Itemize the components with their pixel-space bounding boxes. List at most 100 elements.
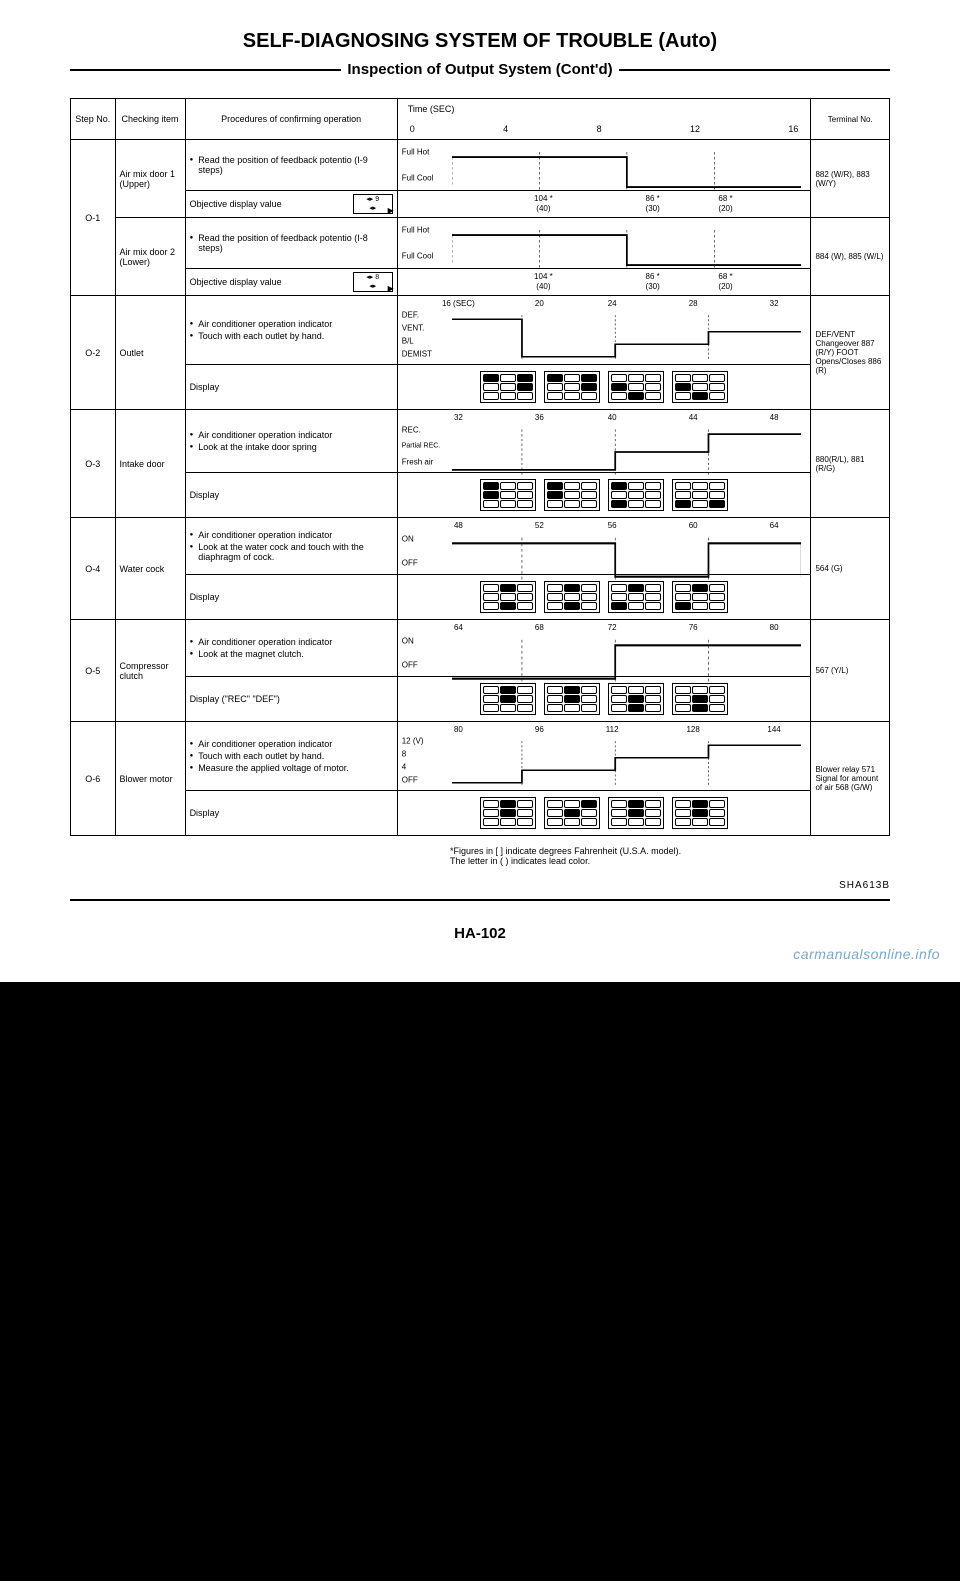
val: 52 — [535, 521, 544, 530]
segment — [483, 593, 499, 601]
segment — [709, 482, 725, 490]
val: 68 * — [718, 194, 732, 203]
segment — [547, 491, 563, 499]
segment — [547, 593, 563, 601]
segment — [675, 809, 691, 817]
segment — [517, 383, 533, 391]
segment — [675, 593, 691, 601]
segment — [692, 584, 708, 592]
terminal-no: 567 (Y/L) — [811, 620, 890, 722]
segment — [517, 809, 533, 817]
y-label: OFF — [402, 661, 418, 670]
segment — [611, 704, 627, 712]
segment — [675, 500, 691, 508]
segment — [517, 686, 533, 694]
procedure: Objective display value ◂▸ 8◂▸ — [185, 269, 397, 296]
segment — [483, 482, 499, 490]
segment — [692, 482, 708, 490]
segment — [581, 686, 597, 694]
segment — [500, 686, 516, 694]
val: 60 — [689, 521, 698, 530]
check-item: Intake door — [115, 410, 185, 518]
segment — [581, 374, 597, 382]
display-pattern — [672, 683, 728, 715]
proc-text: Air conditioner operation indicator — [198, 530, 332, 540]
segment — [628, 392, 644, 400]
segment — [483, 491, 499, 499]
procedure: Air conditioner operation indicator Touc… — [185, 722, 397, 791]
page: SELF-DIAGNOSING SYSTEM OF TROUBLE (Auto)… — [0, 0, 960, 982]
display-pattern — [608, 797, 664, 829]
display-pattern — [544, 479, 600, 511]
val: 20 — [535, 299, 544, 308]
tick: 16 — [788, 124, 798, 134]
step-no: O-6 — [71, 722, 116, 836]
proc-text: Air conditioner operation indicator — [198, 430, 332, 440]
display-cell — [397, 473, 811, 518]
segment — [483, 800, 499, 808]
segment — [500, 695, 516, 703]
terminal-no: 884 (W), 885 (W/L) — [811, 218, 890, 296]
segment — [517, 602, 533, 610]
display-pattern — [608, 371, 664, 403]
val: 40 — [608, 413, 617, 422]
proc-text: Read the position of feedback potentio (… — [198, 233, 393, 253]
val: 144 — [767, 725, 780, 734]
segment — [611, 800, 627, 808]
segment — [628, 704, 644, 712]
segment — [611, 593, 627, 601]
segment — [500, 704, 516, 712]
val: 28 — [689, 299, 698, 308]
val: 68 — [535, 623, 544, 632]
segment — [645, 491, 661, 499]
proc-text: Measure the applied voltage of motor. — [198, 763, 349, 773]
segment — [709, 584, 725, 592]
segment — [692, 491, 708, 499]
segment — [692, 392, 708, 400]
segment — [692, 500, 708, 508]
segment — [628, 695, 644, 703]
terminal-no: DEF/VENT Changeover 887 (R/Y) FOOT Opens… — [811, 296, 890, 410]
step-no: O-5 — [71, 620, 116, 722]
timing-cell: 16 (SEC) 20 24 28 32 DEF. VENT. B/L DEMI… — [397, 296, 811, 365]
segment — [675, 800, 691, 808]
segment — [581, 800, 597, 808]
procedure: Read the position of feedback potentio (… — [185, 218, 397, 269]
segment — [581, 818, 597, 826]
segment — [564, 602, 580, 610]
y-label: OFF — [402, 559, 418, 568]
segment — [564, 800, 580, 808]
segment — [645, 584, 661, 592]
segment — [564, 809, 580, 817]
step-no: O-2 — [71, 296, 116, 410]
segment — [547, 602, 563, 610]
segment — [483, 704, 499, 712]
timing-cell: Full Hot Full Cool — [397, 218, 811, 269]
segment — [500, 500, 516, 508]
proc-text: Air conditioner operation indicator — [198, 319, 332, 329]
tick: 8 — [597, 124, 602, 134]
display-pattern — [672, 479, 728, 511]
display-pattern — [544, 797, 600, 829]
segment — [611, 482, 627, 490]
segment — [628, 809, 644, 817]
segment — [675, 602, 691, 610]
segment — [517, 593, 533, 601]
procedure: Air conditioner operation indicator Look… — [185, 518, 397, 575]
segment — [645, 704, 661, 712]
th-item: Checking item — [115, 99, 185, 140]
value-cell: 104 * 86 * 68 * (40) (30) (20) — [397, 191, 811, 218]
val: 80 — [770, 623, 779, 632]
segment — [483, 602, 499, 610]
segment — [675, 686, 691, 694]
segment — [645, 809, 661, 817]
segment — [517, 695, 533, 703]
segment — [547, 818, 563, 826]
segment — [547, 809, 563, 817]
segment — [581, 593, 597, 601]
doc-subtitle: Inspection of Output System (Cont'd) — [341, 61, 618, 78]
waveform — [452, 637, 802, 687]
segment — [692, 374, 708, 382]
segment — [628, 593, 644, 601]
segment — [483, 584, 499, 592]
